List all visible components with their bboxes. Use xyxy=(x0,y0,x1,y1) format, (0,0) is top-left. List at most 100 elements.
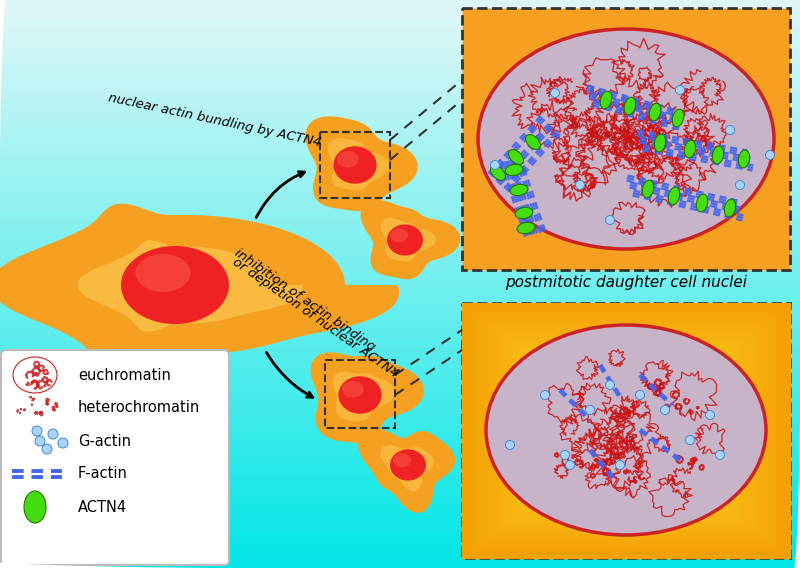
Bar xyxy=(0,355,800,362)
Circle shape xyxy=(615,461,625,470)
Ellipse shape xyxy=(724,199,736,217)
Bar xyxy=(0,191,800,199)
Bar xyxy=(0,404,800,412)
Bar xyxy=(0,85,800,92)
Bar xyxy=(517,346,735,515)
Bar xyxy=(0,391,800,398)
Bar xyxy=(0,312,800,319)
Circle shape xyxy=(675,86,685,94)
Bar xyxy=(0,341,800,348)
Circle shape xyxy=(575,181,585,190)
Ellipse shape xyxy=(510,185,528,195)
Circle shape xyxy=(58,438,68,448)
Bar xyxy=(522,349,730,512)
Circle shape xyxy=(561,450,570,460)
Ellipse shape xyxy=(478,29,774,249)
Bar xyxy=(462,303,790,558)
Bar xyxy=(508,339,744,523)
Bar xyxy=(0,348,800,355)
Ellipse shape xyxy=(600,91,612,109)
Ellipse shape xyxy=(135,254,190,292)
Ellipse shape xyxy=(486,325,766,535)
Bar xyxy=(0,298,800,306)
Circle shape xyxy=(606,215,614,224)
Bar xyxy=(0,540,800,547)
Circle shape xyxy=(686,436,694,445)
Bar xyxy=(568,385,684,476)
Bar xyxy=(0,426,800,433)
Bar xyxy=(0,164,800,170)
Bar xyxy=(526,353,726,508)
Bar xyxy=(0,461,800,469)
Text: euchromatin: euchromatin xyxy=(78,367,171,382)
Bar xyxy=(550,371,702,490)
Ellipse shape xyxy=(509,149,523,165)
Bar xyxy=(494,328,758,533)
Bar xyxy=(0,14,800,22)
Bar xyxy=(0,114,800,121)
Bar xyxy=(0,142,800,149)
Circle shape xyxy=(706,411,714,420)
Text: F-actin: F-actin xyxy=(78,466,128,482)
Polygon shape xyxy=(78,240,303,332)
Bar xyxy=(0,454,800,461)
Ellipse shape xyxy=(738,150,750,168)
Bar xyxy=(0,554,800,561)
Bar xyxy=(0,256,800,262)
Circle shape xyxy=(766,151,774,160)
Bar xyxy=(0,547,800,554)
Bar xyxy=(0,120,800,128)
Bar xyxy=(0,241,800,249)
Ellipse shape xyxy=(337,151,358,168)
Bar xyxy=(471,310,781,551)
Ellipse shape xyxy=(696,194,708,212)
Bar xyxy=(0,419,800,426)
Bar xyxy=(0,128,800,135)
Bar xyxy=(563,382,689,479)
Ellipse shape xyxy=(649,103,661,121)
Bar xyxy=(490,324,762,537)
Bar xyxy=(0,497,800,504)
Bar xyxy=(0,518,800,525)
Circle shape xyxy=(715,450,725,460)
Bar xyxy=(476,314,776,548)
Polygon shape xyxy=(381,445,434,491)
Ellipse shape xyxy=(390,449,426,481)
Bar xyxy=(0,50,800,57)
Circle shape xyxy=(42,444,52,454)
Bar xyxy=(0,7,800,14)
Bar xyxy=(0,220,800,227)
Ellipse shape xyxy=(24,491,46,523)
Bar xyxy=(0,270,800,277)
Circle shape xyxy=(735,181,745,190)
Ellipse shape xyxy=(654,134,666,152)
Text: inhibition of actin binding: inhibition of actin binding xyxy=(232,247,378,354)
Ellipse shape xyxy=(712,146,724,164)
Circle shape xyxy=(48,429,58,439)
Bar xyxy=(0,362,800,369)
Bar xyxy=(498,332,754,529)
Bar xyxy=(540,364,712,498)
Text: G-actin: G-actin xyxy=(78,433,131,449)
Ellipse shape xyxy=(672,109,684,127)
Ellipse shape xyxy=(393,453,411,467)
Bar xyxy=(545,367,707,494)
Bar xyxy=(0,206,800,213)
Bar xyxy=(572,389,680,473)
Circle shape xyxy=(32,426,42,436)
FancyBboxPatch shape xyxy=(1,350,229,565)
Ellipse shape xyxy=(121,246,229,324)
FancyBboxPatch shape xyxy=(462,303,790,558)
Circle shape xyxy=(635,391,645,399)
Bar xyxy=(0,469,800,475)
Bar xyxy=(0,57,800,64)
Bar xyxy=(0,284,800,291)
Bar xyxy=(480,318,772,544)
Ellipse shape xyxy=(387,224,423,256)
Polygon shape xyxy=(0,203,399,370)
Bar xyxy=(0,199,800,206)
Circle shape xyxy=(541,391,550,399)
Bar xyxy=(0,92,800,99)
Circle shape xyxy=(490,161,499,169)
Text: or depletion of nuclear ACTN4: or depletion of nuclear ACTN4 xyxy=(230,256,401,381)
